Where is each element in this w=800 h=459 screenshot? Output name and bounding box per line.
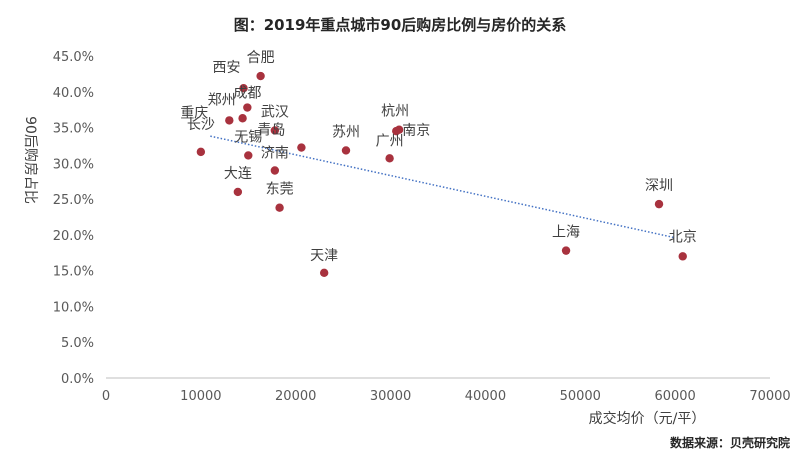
data-point [270,126,280,135]
point-label: 南京 [402,123,430,139]
data-point [233,187,243,197]
data-point [678,252,687,261]
point-label: 合肥 [247,50,275,66]
point-label: 武汉 [261,104,289,120]
point-label: 重庆 [180,105,208,121]
point-label: 东莞 [266,182,294,198]
x-tick-label: 50000 [560,389,601,404]
point-label: 广州 [376,133,404,149]
y-tick-label: 20.0% [53,229,94,244]
y-tick-label: 10.0% [53,300,94,315]
source-note: 数据来源：贝壳研究院 [669,436,790,450]
y-axis-title: 90后购房占比 [22,116,38,204]
y-tick-label: 25.0% [53,193,94,208]
point-label: 无锡 [234,129,262,145]
chart-title: 图：2019年重点城市90后购房比例与房价的关系 [233,16,567,34]
data-point [270,166,280,175]
point-label: 苏州 [332,124,360,140]
y-tick-label: 5.0% [61,336,94,351]
x-tick-label: 0 [102,389,110,404]
data-point [341,146,351,155]
trendline-group [210,135,676,239]
data-point [239,84,248,93]
data-point [243,103,252,112]
y-tick-label: 0.0% [61,372,94,387]
data-point [275,203,284,212]
data-point [392,126,401,136]
data-point [561,246,571,255]
points-group [196,71,687,278]
x-tick-label: 10000 [180,389,221,404]
x-tick-label: 40000 [465,389,506,404]
x-tick-label: 70000 [749,389,790,404]
point-label: 青岛 [257,123,285,139]
data-point [385,154,394,163]
data-point [297,143,306,152]
axes-group: 0 10000 20000 30000 40000 50000 60000 70000 0.0%… [53,50,791,404]
point-label: 天津 [310,248,338,264]
data-point [319,268,329,278]
point-label: 大连 [224,166,252,182]
point-label: 郑州 [208,92,236,108]
point-label: 济南 [261,145,289,161]
x-tick-label: 20000 [275,389,316,404]
x-tick-label: 60000 [654,389,695,404]
y-tick-label: 30.0% [53,157,94,172]
y-tick-label: 35.0% [53,122,94,137]
point-label: 成都 [233,86,261,102]
x-axis-title: 成交均价（元/平） [589,410,706,427]
point-label: 长沙 [187,117,215,133]
data-point [196,147,206,157]
y-tick-label: 45.0% [53,50,94,65]
data-point [256,71,265,81]
point-label: 北京 [669,229,697,245]
point-label: 深圳 [645,178,673,194]
y-tick-label: 40.0% [53,86,94,101]
data-point [244,151,253,160]
y-tick-label: 15.0% [53,265,94,280]
trendline [210,135,676,239]
point-label: 西安 [213,60,241,76]
data-point [238,114,247,123]
x-tick-label: 30000 [370,389,411,404]
data-point [654,199,664,209]
data-point [225,116,234,125]
point-label: 杭州 [381,104,409,120]
point-label: 上海 [552,225,580,241]
